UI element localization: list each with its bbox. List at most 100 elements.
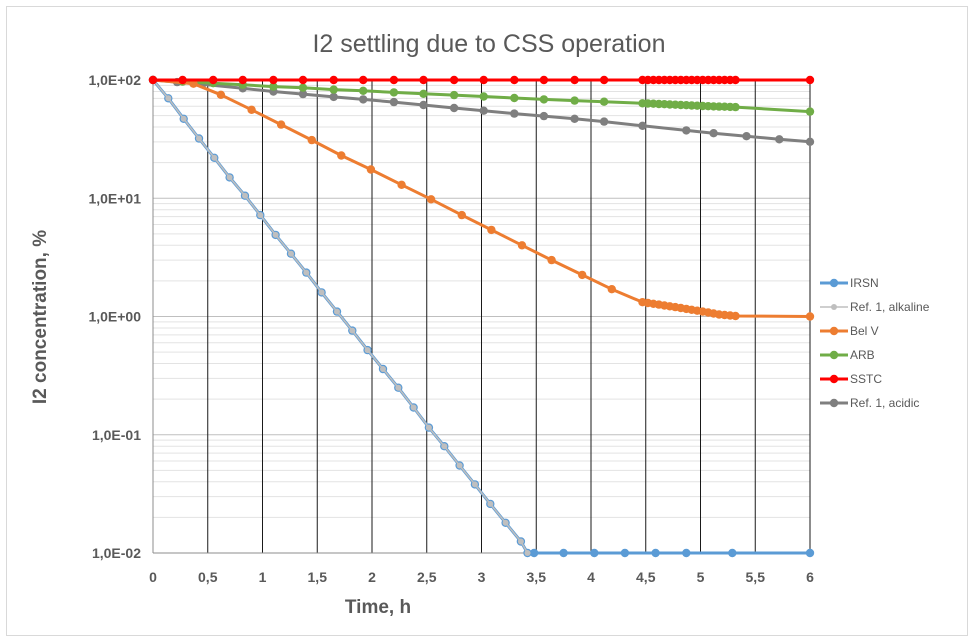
legend-entry: IRSN [820, 276, 879, 290]
legend-swatch-marker [829, 374, 839, 384]
data-point [238, 75, 247, 85]
data-point [389, 75, 399, 85]
data-point [599, 117, 609, 126]
data-point [298, 83, 308, 92]
data-point [359, 75, 368, 85]
legend-label: Ref. 1, alkaline [850, 300, 930, 314]
x-axis-title: Time, h [345, 597, 411, 618]
series-layer [148, 75, 815, 558]
data-point [449, 90, 459, 100]
data-point [272, 231, 279, 238]
data-point [731, 102, 740, 112]
data-point [165, 95, 172, 102]
data-point [359, 95, 368, 104]
data-point [731, 311, 740, 321]
data-point [364, 347, 371, 354]
legend-entry: Ref. 1, alkaline [820, 300, 930, 314]
data-point [599, 97, 609, 106]
data-point [529, 548, 539, 558]
data-point [397, 180, 406, 189]
data-point [510, 75, 519, 85]
data-point [441, 443, 448, 450]
data-point [380, 366, 386, 372]
data-point [805, 107, 815, 116]
data-point [318, 289, 325, 296]
data-point [590, 548, 599, 558]
data-point [524, 550, 531, 556]
data-point [242, 192, 248, 199]
legend-entry: ARB [820, 348, 875, 362]
data-point [456, 462, 463, 469]
data-point [742, 132, 751, 141]
data-point [211, 154, 218, 161]
data-point [449, 75, 459, 85]
data-point [487, 500, 494, 507]
data-point [269, 82, 278, 91]
legend-swatch-marker [829, 350, 839, 360]
data-point [805, 137, 815, 146]
data-point [539, 75, 549, 85]
series-arb [148, 75, 815, 116]
data-point [517, 538, 524, 545]
legend-label: IRSN [850, 276, 879, 290]
data-point [366, 165, 376, 174]
x-tick-label: 2,5 [417, 569, 437, 585]
data-point [775, 135, 784, 144]
legend-label: SSTC [850, 372, 882, 386]
data-point [298, 75, 308, 85]
legend-label: ARB [850, 348, 875, 362]
data-point [257, 212, 264, 219]
y-tick-label: 1,0E-01 [92, 427, 141, 443]
y-tick-label: 1,0E+02 [88, 72, 141, 88]
data-point [419, 89, 428, 99]
data-point [426, 195, 436, 204]
y-tick-label: 1,0E-02 [92, 545, 141, 561]
x-tick-label: 5 [697, 569, 705, 585]
y-tick-label: 1,0E+00 [88, 309, 141, 325]
data-point [570, 114, 579, 124]
legend-swatch-marker [829, 278, 839, 288]
data-point [395, 384, 402, 391]
x-tick-label: 1,5 [308, 569, 328, 585]
legend-swatch-marker [829, 398, 839, 408]
y-tick-label: 1,0E+01 [88, 190, 141, 206]
x-tick-label: 1 [259, 569, 267, 585]
plot-grid [152, 79, 811, 554]
data-point [682, 126, 691, 135]
data-point [805, 312, 815, 321]
data-point [209, 75, 218, 85]
x-tick-label: 5,5 [746, 569, 766, 585]
data-point [410, 404, 417, 411]
data-point [247, 105, 256, 115]
legend-label: Ref. 1, acidic [850, 396, 919, 410]
series-sstc [148, 75, 815, 85]
data-point [337, 151, 346, 160]
data-point [307, 135, 316, 145]
data-point [226, 174, 233, 181]
legend-label: Bel V [850, 324, 879, 338]
data-point [419, 100, 428, 110]
data-point [303, 269, 310, 276]
data-point [471, 481, 478, 488]
x-tick-label: 4 [587, 569, 595, 585]
data-point [276, 120, 286, 129]
chart-legend: IRSN Ref. 1, alkaline Bel V ARB SSTC Ref. 1, … [820, 276, 930, 410]
x-tick-label: 6 [806, 569, 814, 585]
data-point [425, 424, 432, 431]
data-point [651, 548, 660, 558]
data-point [479, 106, 488, 115]
data-point [216, 90, 226, 100]
data-point [479, 92, 488, 101]
data-point [329, 92, 338, 102]
legend-swatch-marker [829, 326, 839, 336]
legend-entry: SSTC [820, 372, 882, 386]
data-point [570, 75, 579, 85]
series-bel-v [148, 75, 815, 321]
data-point [349, 327, 356, 334]
legend-swatch-marker [831, 304, 837, 310]
data-point [599, 75, 609, 85]
data-point [288, 250, 294, 257]
data-point [389, 97, 399, 107]
data-point [539, 111, 549, 121]
